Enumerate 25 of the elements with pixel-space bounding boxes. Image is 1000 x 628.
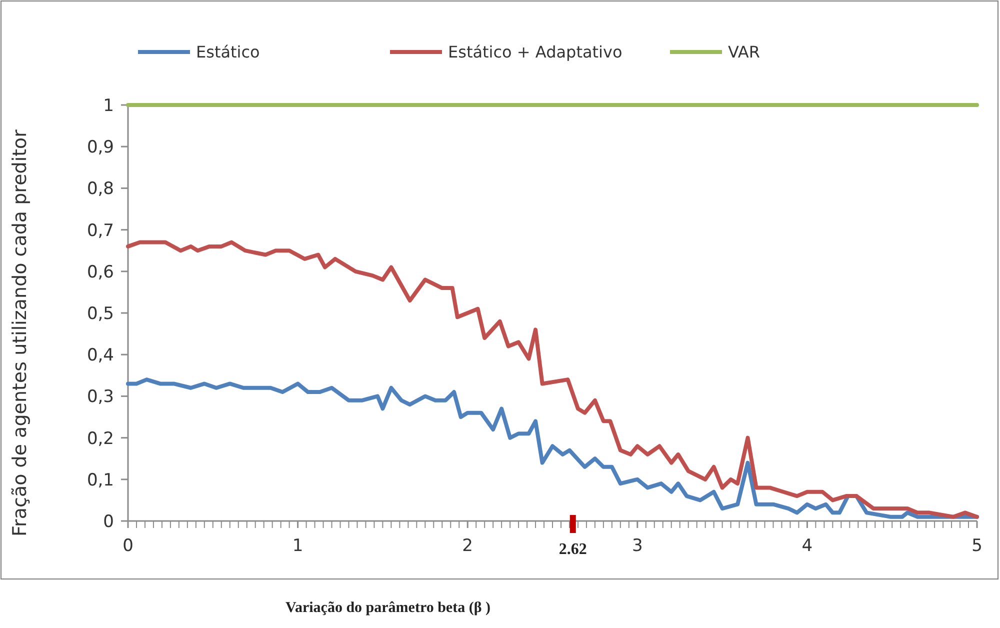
ref-line-label: 2.62 <box>558 541 587 558</box>
y-tick-label: 0,7 <box>86 220 114 241</box>
y-tick-label: 0,1 <box>86 470 114 490</box>
x-tick-label: 1 <box>292 536 304 556</box>
x-tick-label: 3 <box>632 536 643 556</box>
legend-label: Estático + Adaptativo <box>448 42 622 62</box>
y-tick-label: 0 <box>103 512 114 532</box>
line-series <box>126 378 979 519</box>
x-tick-label: 5 <box>972 536 982 556</box>
y-tick-label: 0,3 <box>86 387 114 408</box>
y-tick-label: 0,6 <box>86 262 114 282</box>
legend-label: VAR <box>728 42 760 62</box>
y-tick-label: 0,4 <box>86 346 114 366</box>
y-tick-label: 0,5 <box>86 304 114 324</box>
x-tick-label: 4 <box>802 536 813 556</box>
x-axis-title: Variação do parâmetro beta (β ) <box>286 600 490 616</box>
legend-label: Estático <box>196 42 260 62</box>
y-tick-label: 1 <box>103 96 114 116</box>
y-tick-label: 0,9 <box>86 138 114 158</box>
x-tick-label: 0 <box>122 536 134 556</box>
x-tick-label: 2 <box>462 536 474 556</box>
line-series <box>126 240 979 519</box>
y-axis-title: Fração de agentes utilizando cada preditor <box>9 129 31 536</box>
y-tick-label: 0,8 <box>86 179 114 200</box>
y-tick-label: 0,2 <box>86 428 114 449</box>
